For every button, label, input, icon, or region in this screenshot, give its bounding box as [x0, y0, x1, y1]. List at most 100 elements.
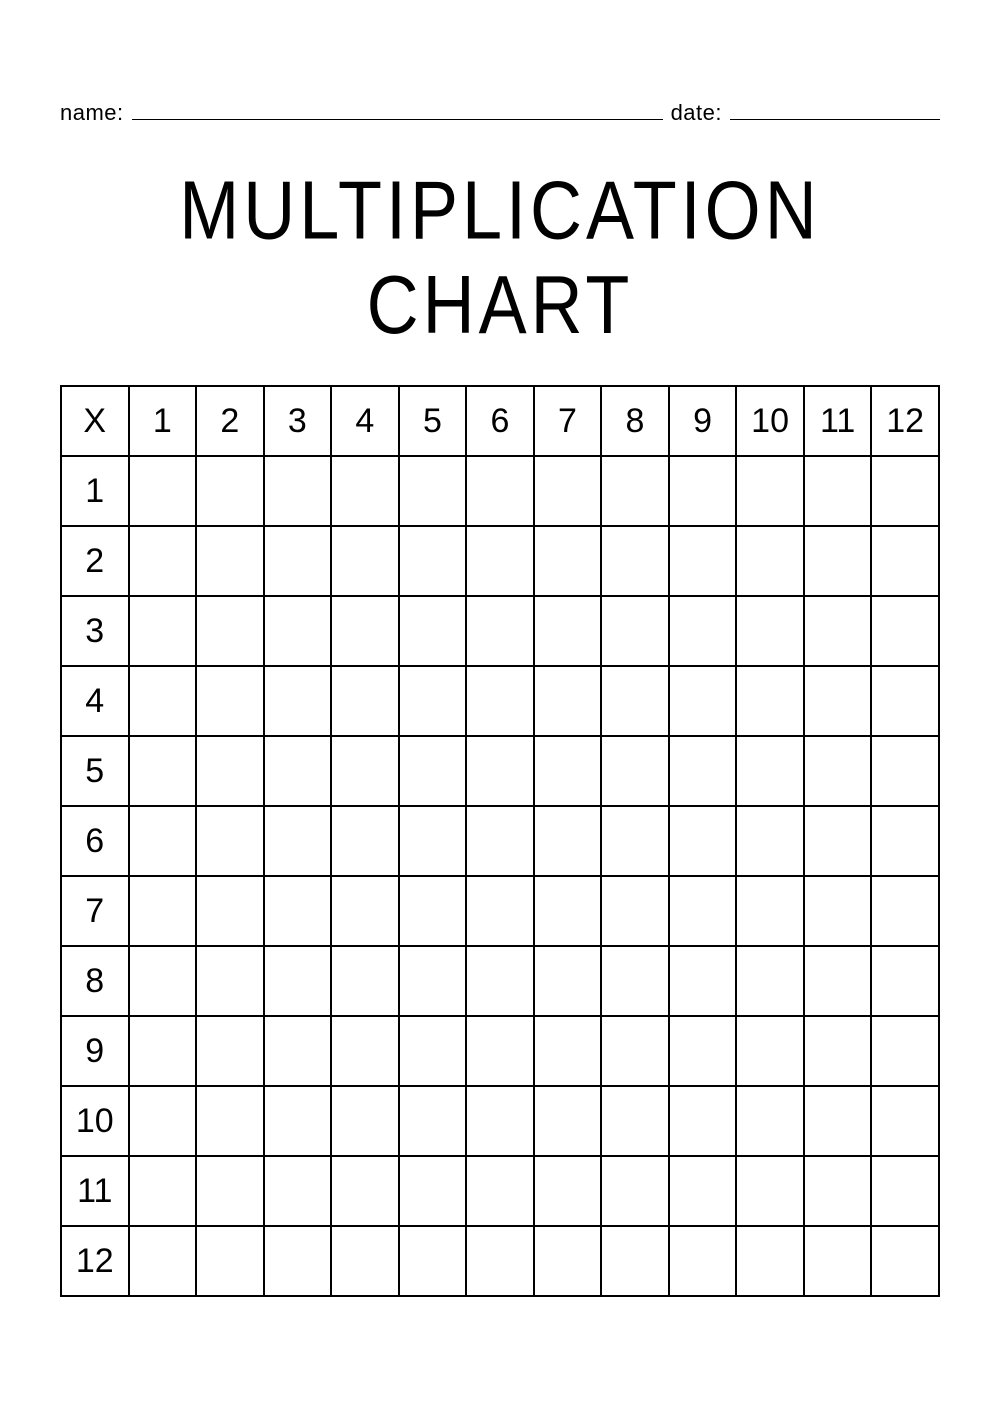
table-cell[interactable] — [534, 596, 602, 666]
table-cell[interactable] — [534, 526, 602, 596]
table-cell[interactable] — [601, 526, 669, 596]
table-cell[interactable] — [196, 946, 264, 1016]
table-cell[interactable] — [331, 736, 399, 806]
table-cell[interactable] — [399, 666, 467, 736]
table-cell[interactable] — [871, 596, 939, 666]
table-cell[interactable] — [669, 1226, 737, 1296]
table-cell[interactable] — [534, 876, 602, 946]
table-cell[interactable] — [264, 1226, 332, 1296]
table-cell[interactable] — [399, 596, 467, 666]
table-cell[interactable] — [804, 666, 872, 736]
table-cell[interactable] — [669, 456, 737, 526]
table-cell[interactable] — [601, 946, 669, 1016]
table-cell[interactable] — [466, 666, 534, 736]
table-cell[interactable] — [129, 806, 197, 876]
table-cell[interactable] — [264, 736, 332, 806]
date-input-line[interactable] — [730, 100, 940, 120]
table-cell[interactable] — [601, 666, 669, 736]
table-cell[interactable] — [399, 876, 467, 946]
table-cell[interactable] — [129, 876, 197, 946]
table-cell[interactable] — [871, 1156, 939, 1226]
table-cell[interactable] — [129, 946, 197, 1016]
table-cell[interactable] — [399, 1016, 467, 1086]
table-cell[interactable] — [601, 1086, 669, 1156]
table-cell[interactable] — [534, 666, 602, 736]
table-cell[interactable] — [466, 526, 534, 596]
table-cell[interactable] — [196, 806, 264, 876]
table-cell[interactable] — [399, 1226, 467, 1296]
table-cell[interactable] — [601, 1016, 669, 1086]
table-cell[interactable] — [196, 526, 264, 596]
table-cell[interactable] — [736, 876, 804, 946]
table-cell[interactable] — [736, 456, 804, 526]
table-cell[interactable] — [466, 806, 534, 876]
table-cell[interactable] — [669, 1016, 737, 1086]
table-cell[interactable] — [129, 526, 197, 596]
table-cell[interactable] — [871, 736, 939, 806]
table-cell[interactable] — [264, 526, 332, 596]
table-cell[interactable] — [399, 736, 467, 806]
table-cell[interactable] — [196, 596, 264, 666]
table-cell[interactable] — [129, 666, 197, 736]
table-cell[interactable] — [736, 946, 804, 1016]
table-cell[interactable] — [601, 876, 669, 946]
table-cell[interactable] — [804, 876, 872, 946]
table-cell[interactable] — [669, 806, 737, 876]
table-cell[interactable] — [804, 946, 872, 1016]
table-cell[interactable] — [466, 596, 534, 666]
table-cell[interactable] — [736, 526, 804, 596]
name-input-line[interactable] — [132, 100, 663, 120]
table-cell[interactable] — [196, 1016, 264, 1086]
table-cell[interactable] — [331, 1156, 399, 1226]
table-cell[interactable] — [601, 806, 669, 876]
table-cell[interactable] — [466, 1156, 534, 1226]
table-cell[interactable] — [331, 1086, 399, 1156]
table-cell[interactable] — [331, 456, 399, 526]
table-cell[interactable] — [129, 1156, 197, 1226]
table-cell[interactable] — [871, 526, 939, 596]
table-cell[interactable] — [871, 876, 939, 946]
table-cell[interactable] — [196, 736, 264, 806]
table-cell[interactable] — [129, 1016, 197, 1086]
table-cell[interactable] — [601, 596, 669, 666]
table-cell[interactable] — [264, 946, 332, 1016]
table-cell[interactable] — [669, 876, 737, 946]
table-cell[interactable] — [669, 666, 737, 736]
table-cell[interactable] — [804, 806, 872, 876]
table-cell[interactable] — [264, 596, 332, 666]
table-cell[interactable] — [264, 1086, 332, 1156]
table-cell[interactable] — [196, 456, 264, 526]
table-cell[interactable] — [601, 1226, 669, 1296]
table-cell[interactable] — [804, 1016, 872, 1086]
table-cell[interactable] — [669, 526, 737, 596]
table-cell[interactable] — [669, 946, 737, 1016]
table-cell[interactable] — [804, 1226, 872, 1296]
table-cell[interactable] — [331, 946, 399, 1016]
table-cell[interactable] — [399, 806, 467, 876]
table-cell[interactable] — [871, 1016, 939, 1086]
table-cell[interactable] — [804, 456, 872, 526]
table-cell[interactable] — [601, 456, 669, 526]
table-cell[interactable] — [129, 736, 197, 806]
table-cell[interactable] — [871, 666, 939, 736]
table-cell[interactable] — [736, 806, 804, 876]
table-cell[interactable] — [736, 596, 804, 666]
table-cell[interactable] — [466, 876, 534, 946]
table-cell[interactable] — [399, 1156, 467, 1226]
table-cell[interactable] — [669, 596, 737, 666]
table-cell[interactable] — [466, 946, 534, 1016]
table-cell[interactable] — [331, 1226, 399, 1296]
table-cell[interactable] — [601, 736, 669, 806]
table-cell[interactable] — [669, 1156, 737, 1226]
table-cell[interactable] — [804, 596, 872, 666]
table-cell[interactable] — [196, 1086, 264, 1156]
table-cell[interactable] — [534, 946, 602, 1016]
table-cell[interactable] — [264, 876, 332, 946]
table-cell[interactable] — [736, 1016, 804, 1086]
table-cell[interactable] — [129, 1226, 197, 1296]
table-cell[interactable] — [736, 1086, 804, 1156]
table-cell[interactable] — [129, 456, 197, 526]
table-cell[interactable] — [466, 1226, 534, 1296]
table-cell[interactable] — [871, 456, 939, 526]
table-cell[interactable] — [804, 526, 872, 596]
